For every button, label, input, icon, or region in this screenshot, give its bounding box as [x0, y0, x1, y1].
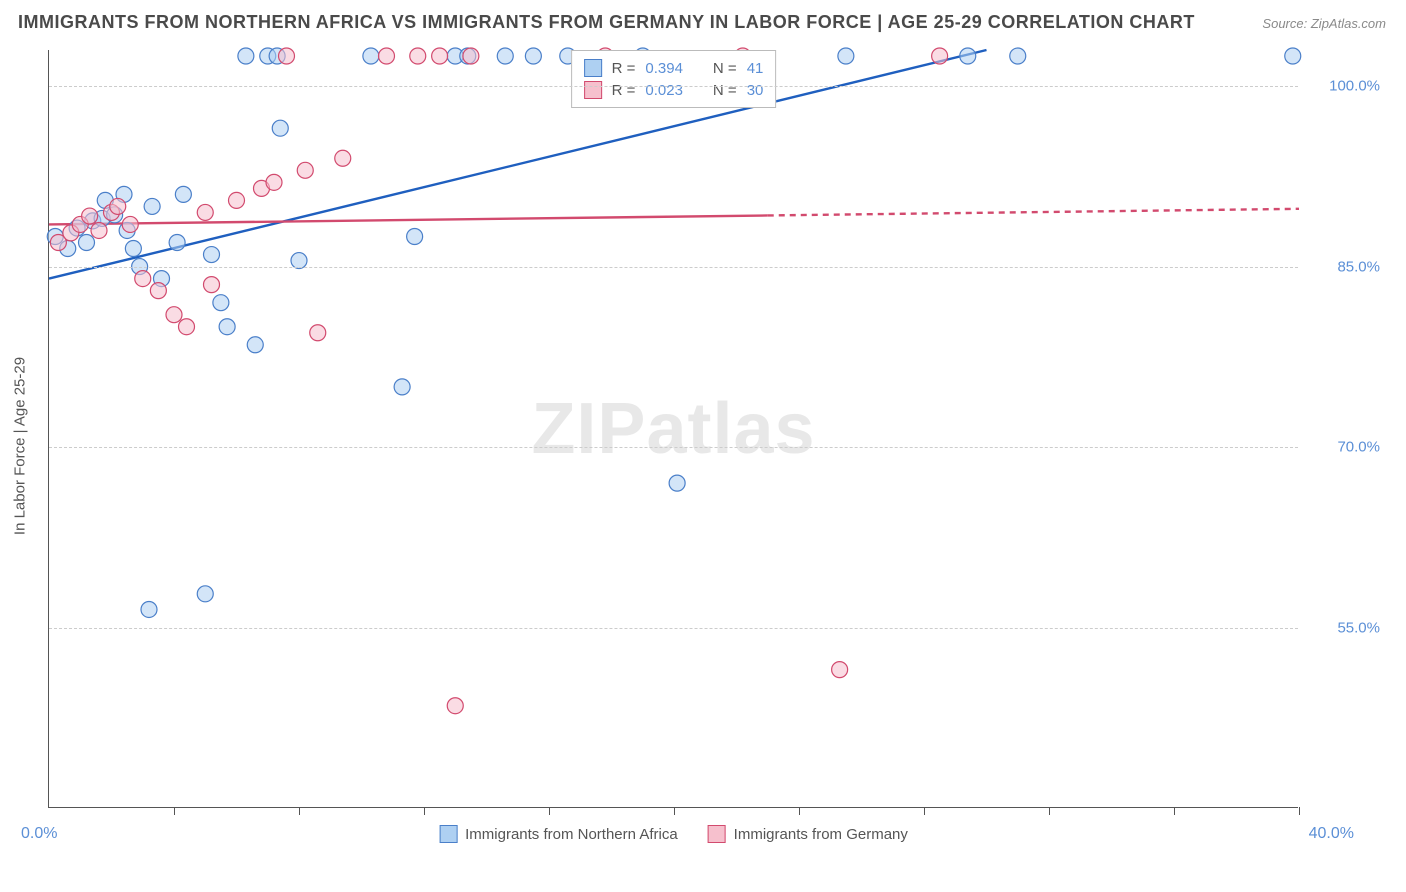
n-value-0: 41 — [747, 60, 764, 77]
chart-title: IMMIGRANTS FROM NORTHERN AFRICA VS IMMIG… — [18, 12, 1195, 33]
legend-series: Immigrants from Northern Africa Immigran… — [439, 825, 908, 843]
r-label-1: R = — [612, 82, 636, 99]
y-gridline — [49, 86, 1298, 87]
legend-stats-row-1: R = 0.023 N = 30 — [584, 79, 764, 101]
x-tick — [424, 807, 425, 815]
x-tick — [174, 807, 175, 815]
r-value-1: 0.023 — [645, 82, 683, 99]
source-attribution: Source: ZipAtlas.com — [1262, 16, 1386, 31]
x-tick — [924, 807, 925, 815]
source-value: ZipAtlas.com — [1311, 16, 1386, 31]
r-value-0: 0.394 — [645, 60, 683, 77]
swatch-germany — [584, 81, 602, 99]
x-tick — [799, 807, 800, 815]
swatch-northern-africa — [584, 59, 602, 77]
legend-stats-box: R = 0.394 N = 41 R = 0.023 N = 30 — [571, 50, 777, 108]
source-label: Source: — [1262, 16, 1307, 31]
y-axis-title: In Labor Force | Age 25-29 — [12, 357, 29, 535]
n-label-0: N = — [713, 60, 737, 77]
x-tick — [1174, 807, 1175, 815]
x-tick — [1299, 807, 1300, 815]
r-label-0: R = — [612, 60, 636, 77]
y-gridline — [49, 267, 1298, 268]
plot-area: ZIPatlas R = 0.394 N = 41 R = 0.023 N = … — [48, 50, 1298, 808]
swatch-germany-b — [708, 825, 726, 843]
y-gridline — [49, 447, 1298, 448]
n-label-1: N = — [713, 82, 737, 99]
legend-stats-row-0: R = 0.394 N = 41 — [584, 57, 764, 79]
y-gridline — [49, 628, 1298, 629]
x-tick — [299, 807, 300, 815]
x-tick — [549, 807, 550, 815]
legend-label-northern-africa: Immigrants from Northern Africa — [465, 826, 678, 843]
plot-svg — [49, 50, 1299, 808]
chart-container: IMMIGRANTS FROM NORTHERN AFRICA VS IMMIG… — [0, 0, 1406, 892]
x-tick — [1049, 807, 1050, 815]
y-tick-label: 70.0% — [1337, 439, 1380, 456]
n-value-1: 30 — [747, 82, 764, 99]
legend-label-germany: Immigrants from Germany — [734, 826, 908, 843]
y-tick-label: 100.0% — [1329, 78, 1380, 95]
x-tick — [674, 807, 675, 815]
x-axis-label-max: 40.0% — [1309, 825, 1354, 843]
x-axis-label-min: 0.0% — [21, 825, 57, 843]
legend-item-northern-africa: Immigrants from Northern Africa — [439, 825, 678, 843]
legend-item-germany: Immigrants from Germany — [708, 825, 908, 843]
y-tick-label: 85.0% — [1337, 258, 1380, 275]
swatch-northern-africa-b — [439, 825, 457, 843]
y-tick-label: 55.0% — [1337, 619, 1380, 636]
